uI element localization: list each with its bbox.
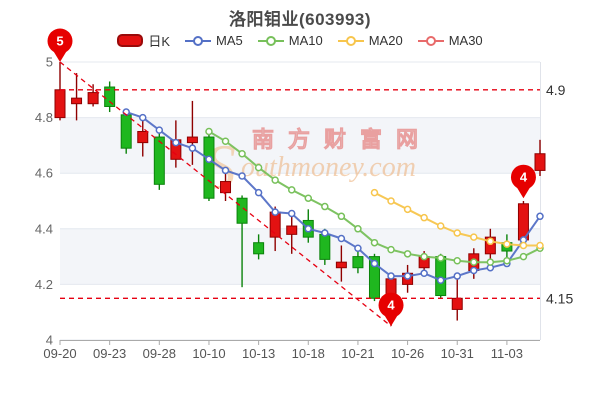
ma-line-swatch-icon (185, 34, 212, 48)
reference-line-label: 4.9 (546, 82, 566, 98)
x-axis-label: 10-26 (391, 346, 424, 361)
legend-item-ma10[interactable]: MA10 (257, 33, 323, 48)
candle (137, 120, 149, 157)
ma-line-swatch-icon (257, 34, 284, 48)
candle (153, 128, 165, 190)
watermark-english: outhmoney.com (241, 152, 416, 183)
candle (120, 109, 132, 154)
x-axis-label: 09-23 (93, 346, 126, 361)
marker-pin: 5 (47, 28, 73, 62)
x-axis-label: 11-03 (491, 346, 523, 361)
candle (335, 245, 347, 282)
ma-line-ma10 (205, 127, 544, 266)
marker-pin: 4 (378, 292, 404, 327)
ma-line-swatch-icon (337, 34, 364, 48)
x-axis-label: 09-28 (143, 346, 176, 361)
candle (87, 84, 99, 107)
x-axis-label: 10-13 (242, 346, 275, 361)
legend-label: MA30 (448, 33, 483, 48)
legend-item-ma30[interactable]: MA30 (417, 33, 483, 48)
legend-item-日k[interactable]: 日K (117, 31, 170, 50)
marker-pin-label: 4 (387, 298, 395, 313)
trendline (59, 61, 392, 327)
y-axis-label: 5 (46, 55, 53, 70)
candle (186, 100, 198, 165)
candle (104, 81, 116, 113)
x-axis-label: 10-18 (292, 346, 325, 361)
legend-label: MA5 (216, 33, 243, 48)
grid-band (60, 173, 540, 229)
watermark-chinese: 南方财富网 (252, 127, 432, 152)
legend-label: MA10 (288, 33, 323, 48)
candle (286, 214, 298, 254)
kline-swatch-icon (117, 34, 144, 47)
legend-item-ma20[interactable]: MA20 (337, 33, 403, 48)
candle (71, 73, 83, 121)
legend-item-ma5[interactable]: MA5 (185, 33, 243, 48)
y-axis-label: 4.4 (35, 221, 53, 236)
y-axis-label: 4.8 (35, 110, 53, 125)
chart-title: 洛阳钼业(603993) (228, 10, 372, 29)
grid-band (60, 284, 540, 340)
candle (534, 139, 546, 176)
marker-pin-label: 5 (56, 34, 63, 49)
x-axis-label: 10-21 (341, 346, 374, 361)
x-axis-label: 10-31 (441, 346, 474, 361)
candle (484, 228, 496, 263)
marker-pin: 4 (510, 164, 536, 199)
ma-line-ma20 (370, 188, 544, 250)
grid-band (60, 228, 540, 285)
legend-label: 日K (148, 34, 171, 49)
candle (220, 170, 232, 201)
ma-line-swatch-icon (417, 34, 444, 48)
legend-label: MA20 (368, 33, 403, 48)
x-axis-label: 09-20 (43, 346, 76, 361)
marker-pin-label: 4 (520, 170, 528, 185)
grid-band (60, 117, 540, 174)
x-axis-label: 10-10 (192, 346, 225, 361)
candle (253, 234, 265, 260)
y-axis-label: 4.6 (35, 166, 53, 181)
reference-line-label: 4.15 (546, 290, 573, 306)
y-axis-label: 4.2 (35, 277, 53, 292)
ma-line-ma5 (122, 108, 544, 284)
legend: 日K MA5 MA10 MA20 MA30 (0, 31, 600, 50)
candle (352, 251, 364, 274)
y-axis-label: 4 (46, 333, 53, 348)
candle (203, 134, 215, 201)
